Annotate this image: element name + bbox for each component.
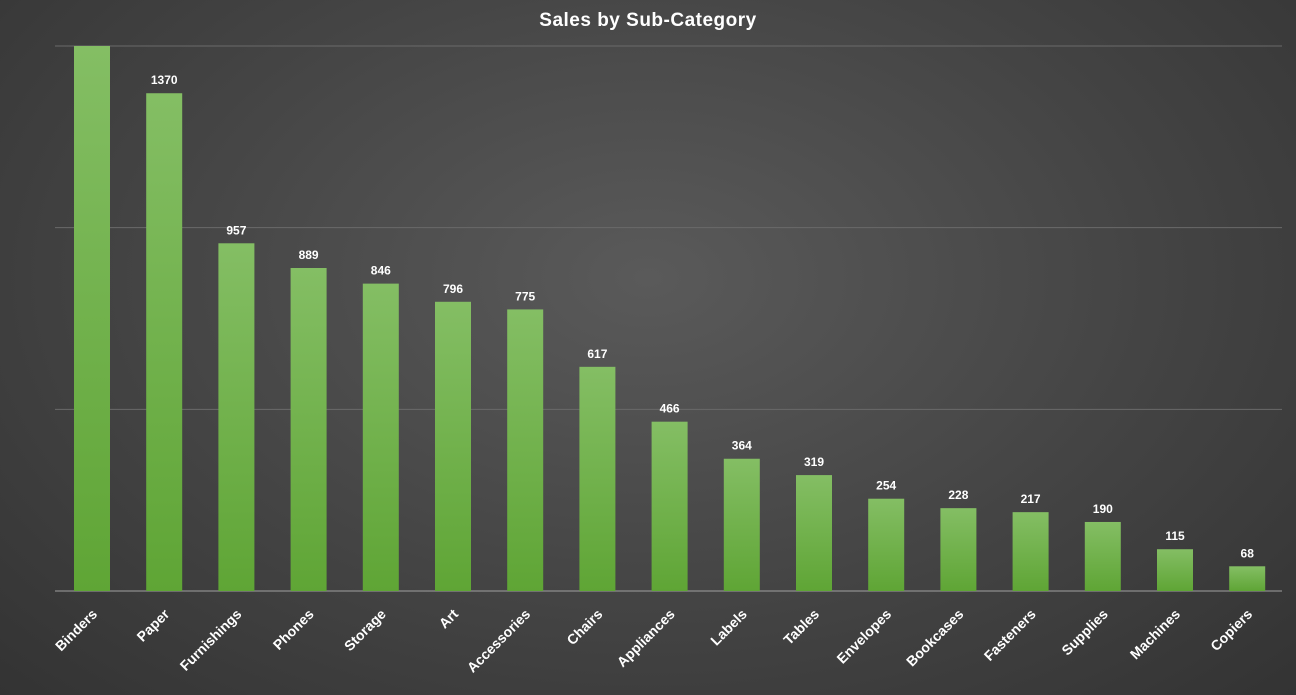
x-tick-labels: Binders Paper Furnishings Phones Storage Art A… bbox=[52, 605, 1256, 675]
x-tick-label: Fasteners bbox=[981, 606, 1039, 664]
data-label: 217 bbox=[1021, 492, 1041, 506]
bar-storage bbox=[363, 284, 399, 591]
bar-chairs bbox=[579, 367, 615, 591]
bar-furnishings bbox=[218, 243, 254, 591]
bar-copiers bbox=[1229, 566, 1265, 591]
bar-art bbox=[435, 302, 471, 591]
data-label: 68 bbox=[1241, 546, 1255, 560]
data-label: 846 bbox=[371, 264, 391, 278]
x-tick-label: Paper bbox=[133, 605, 172, 644]
data-label: 889 bbox=[299, 248, 319, 262]
bars bbox=[74, 46, 1265, 591]
x-tick-label: Tables bbox=[780, 606, 822, 648]
x-tick-label: Furnishings bbox=[177, 606, 245, 674]
data-label: 617 bbox=[587, 347, 607, 361]
data-label: 254 bbox=[876, 479, 896, 493]
x-tick-label: Storage bbox=[341, 606, 389, 654]
x-tick-label: Supplies bbox=[1058, 606, 1111, 659]
x-tick-label: Bookcases bbox=[903, 606, 967, 670]
bar-paper bbox=[146, 93, 182, 591]
data-label: 775 bbox=[515, 289, 535, 303]
bar-machines bbox=[1157, 549, 1193, 591]
data-label: 228 bbox=[948, 488, 968, 502]
data-label: 364 bbox=[732, 439, 752, 453]
bar-phones bbox=[291, 268, 327, 591]
x-tick-label: Machines bbox=[1127, 606, 1184, 663]
data-label: 957 bbox=[226, 223, 246, 237]
bar-binders bbox=[74, 46, 110, 591]
data-label: 1370 bbox=[151, 73, 178, 87]
bar-supplies bbox=[1085, 522, 1121, 591]
data-label: 319 bbox=[804, 455, 824, 469]
x-tick-label: Labels bbox=[707, 606, 750, 649]
data-label: 466 bbox=[660, 402, 680, 416]
x-tick-label: Envelopes bbox=[833, 606, 894, 667]
bar-labels bbox=[724, 459, 760, 591]
bar-accessories bbox=[507, 309, 543, 591]
bar-bookcases bbox=[940, 508, 976, 591]
x-tick-label: Binders bbox=[52, 606, 100, 654]
data-label: 796 bbox=[443, 282, 463, 296]
x-tick-label: Copiers bbox=[1207, 606, 1255, 654]
x-tick-label: Phones bbox=[270, 606, 317, 653]
x-tick-label: Accessories bbox=[464, 606, 534, 676]
data-label: 115 bbox=[1165, 529, 1185, 543]
x-tick-label: Chairs bbox=[563, 606, 605, 648]
bar-appliances bbox=[652, 422, 688, 591]
data-label: 190 bbox=[1093, 502, 1113, 516]
bar-tables bbox=[796, 475, 832, 591]
bar-fasteners bbox=[1013, 512, 1049, 591]
bar-envelopes bbox=[868, 499, 904, 591]
x-tick-label: Art bbox=[435, 606, 461, 632]
x-tick-label: Appliances bbox=[614, 606, 678, 670]
